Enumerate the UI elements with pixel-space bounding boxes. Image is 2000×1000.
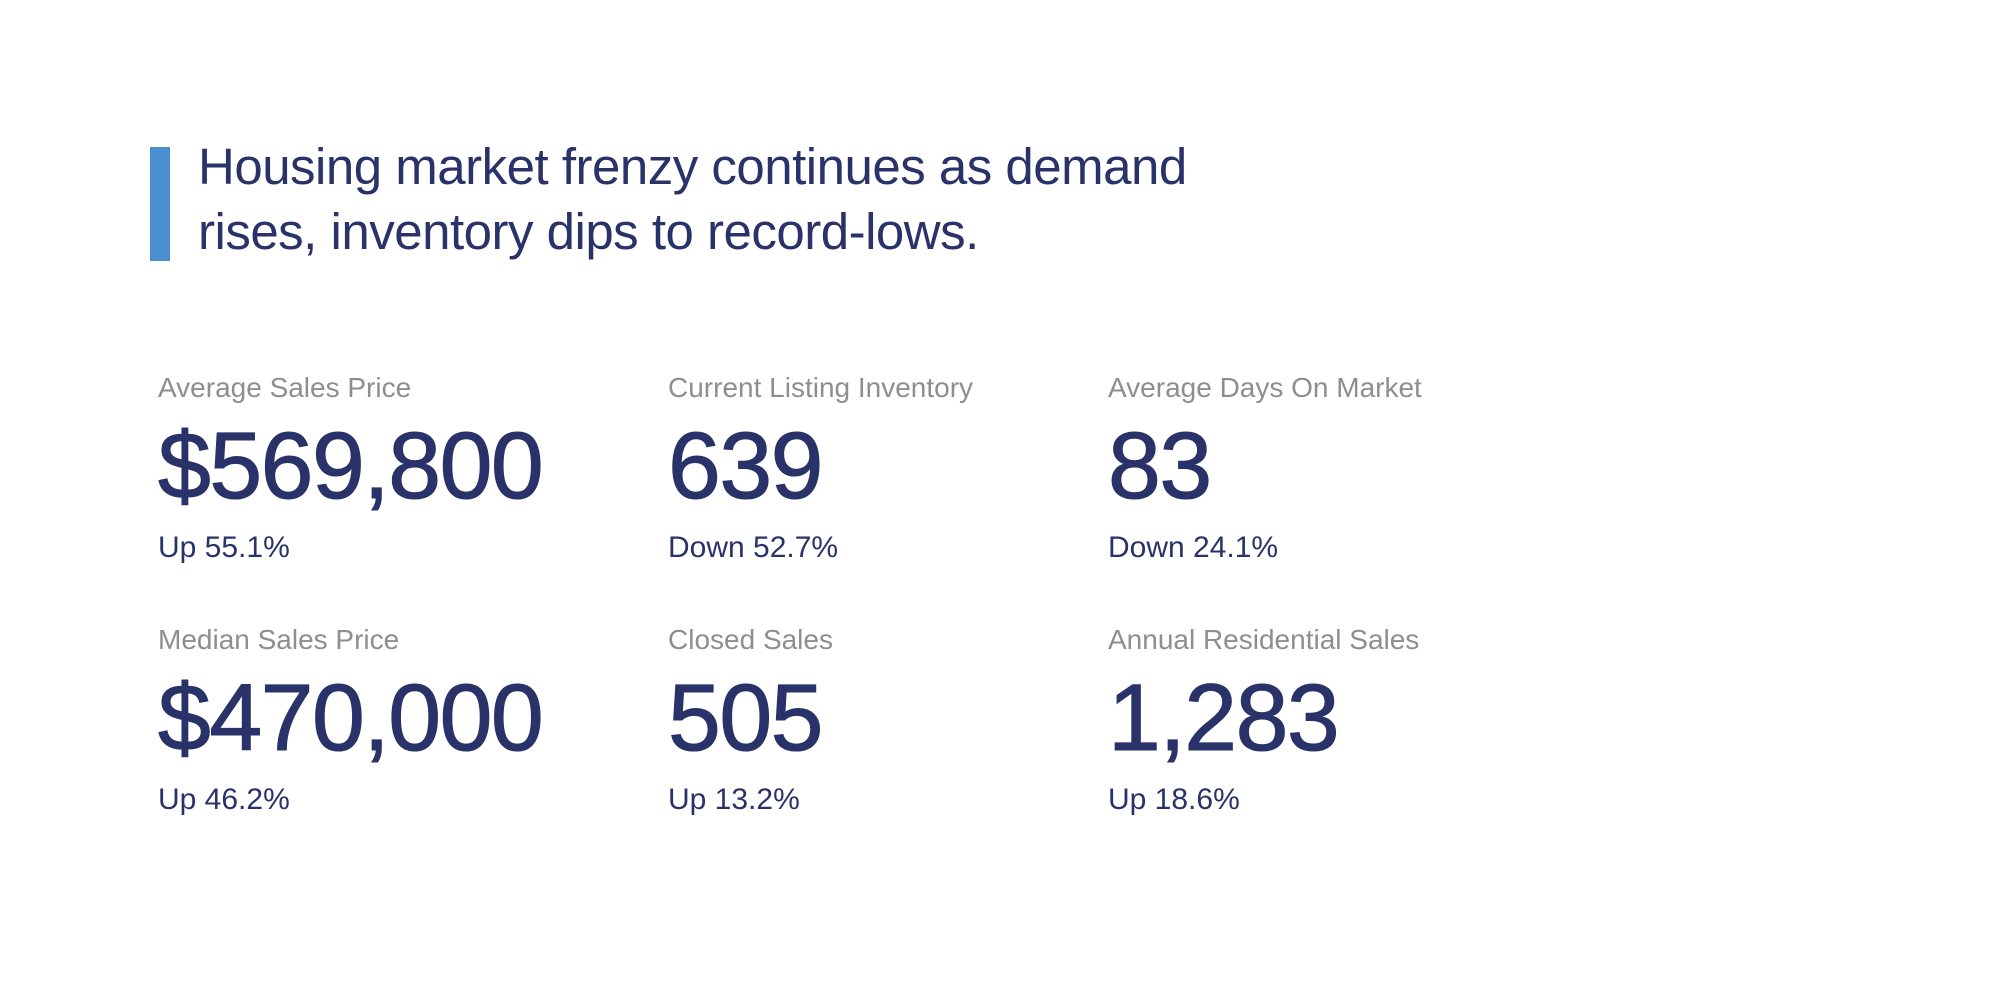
stat-value: 1,283 — [1107, 665, 1340, 771]
stats-grid: Average Sales Price $569,800 Up 55.1% Cu… — [157, 371, 1668, 818]
stat-current-listing-inventory: Current Listing Inventory 639 Down 52.7% — [667, 371, 1108, 566]
page-title-line-1: Housing market frenzy continues as deman… — [198, 138, 1187, 195]
page-title-line-2: rises, inventory dips to record-lows. — [198, 203, 979, 260]
stat-value: $569,800 — [157, 413, 544, 519]
stat-change: Up 46.2% — [158, 783, 290, 816]
stat-change: Up 55.1% — [158, 531, 290, 564]
stat-average-days-on-market: Average Days On Market 83 Down 24.1% — [1107, 371, 1668, 566]
stat-value: 83 — [1107, 413, 1212, 519]
stat-label: Median Sales Price — [158, 624, 400, 655]
stat-value: 639 — [667, 413, 824, 519]
stat-value: $470,000 — [157, 665, 544, 771]
stat-label: Average Sales Price — [158, 372, 412, 403]
page-title: Housing market frenzy continues as deman… — [198, 134, 1187, 264]
headline-accent-bar — [150, 147, 170, 261]
stat-change: Down 52.7% — [668, 531, 839, 564]
stat-label: Closed Sales — [668, 624, 833, 655]
stat-value: 505 — [667, 665, 824, 771]
headline: Housing market frenzy continues as deman… — [150, 138, 1187, 264]
stat-label: Average Days On Market — [1108, 372, 1422, 403]
stat-change: Down 24.1% — [1108, 531, 1279, 564]
stat-closed-sales: Closed Sales 505 Up 13.2% — [667, 623, 1108, 818]
stat-annual-residential-sales: Annual Residential Sales 1,283 Up 18.6% — [1107, 623, 1668, 818]
stat-label: Current Listing Inventory — [668, 372, 974, 403]
stat-median-sales-price: Median Sales Price $470,000 Up 46.2% — [157, 623, 668, 818]
stat-change: Up 18.6% — [1108, 783, 1240, 816]
stat-label: Annual Residential Sales — [1108, 624, 1420, 655]
stat-average-sales-price: Average Sales Price $569,800 Up 55.1% — [157, 371, 668, 566]
stat-change: Up 13.2% — [668, 783, 800, 816]
